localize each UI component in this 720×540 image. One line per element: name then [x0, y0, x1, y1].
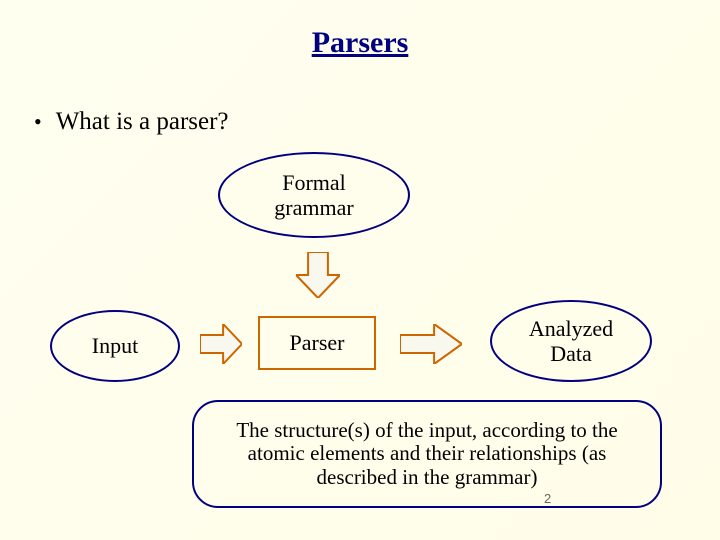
- node-analyzed-data: AnalyzedData: [490, 300, 652, 382]
- node-input: Input: [50, 310, 180, 382]
- page-number: 2: [544, 491, 551, 506]
- caption-text: The structure(s) of the input, according…: [210, 419, 644, 490]
- arrow-right-icon: [400, 324, 462, 364]
- node-label: Input: [92, 333, 138, 358]
- node-label: AnalyzedData: [529, 316, 613, 367]
- arrow-down-icon: [296, 252, 340, 298]
- arrow-right-icon: [200, 324, 242, 364]
- node-label: Parser: [290, 330, 345, 355]
- caption-callout: The structure(s) of the input, according…: [192, 400, 662, 508]
- node-formal-grammar: Formalgrammar: [218, 152, 410, 238]
- slide-title: Parsers: [0, 26, 720, 60]
- node-label: Formalgrammar: [274, 170, 353, 221]
- bullet-text: What is a parser?: [56, 108, 229, 136]
- node-parser: Parser: [258, 316, 376, 370]
- bullet-question: What is a parser?: [34, 108, 229, 136]
